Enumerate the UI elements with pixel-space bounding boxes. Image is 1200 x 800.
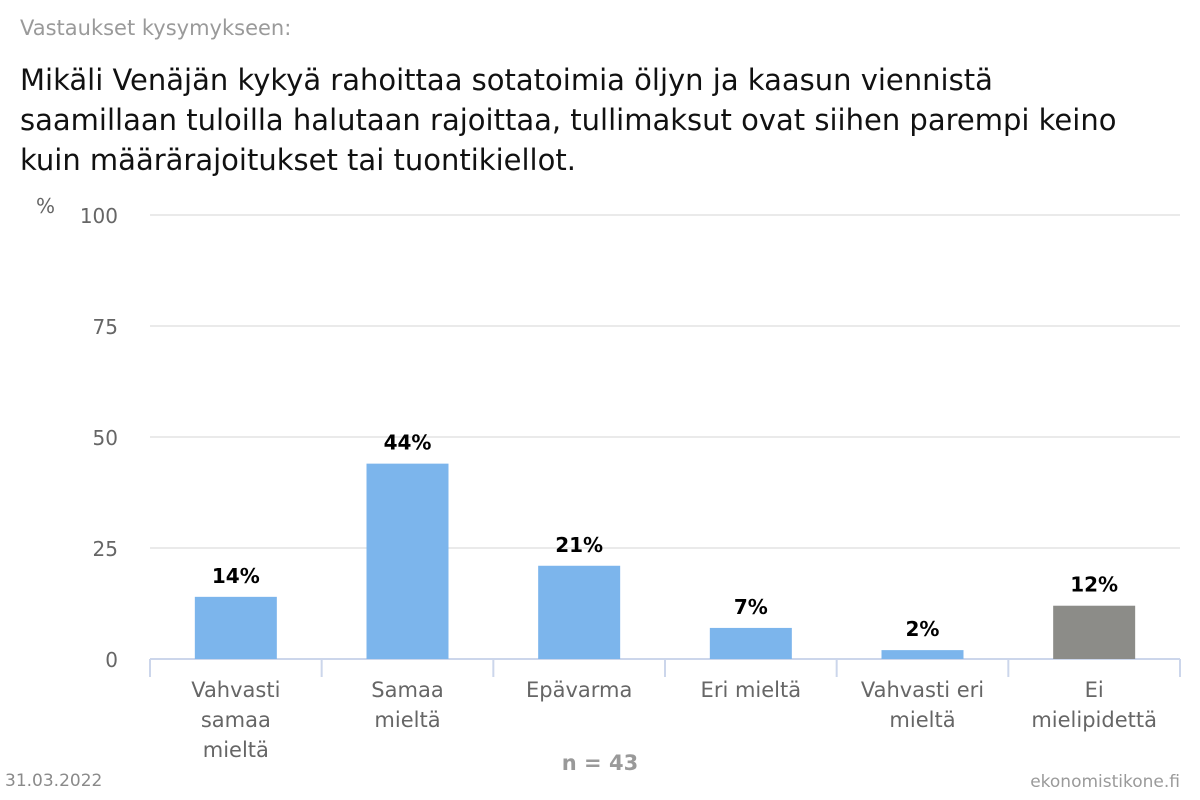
bar: [194, 596, 277, 659]
data-label: 21%: [555, 533, 603, 557]
data-label: 7%: [734, 595, 768, 619]
y-tick-label: 25: [93, 537, 118, 561]
data-label: 44%: [384, 431, 432, 455]
x-tick-label: Ei mielipidettä: [1031, 678, 1157, 732]
chart-subtitle: Vastaukset kysymykseen:: [20, 16, 292, 40]
bar: [366, 463, 449, 659]
x-tick-label: Vahvasti eri mieltä: [861, 678, 984, 732]
y-axis-label: %: [36, 194, 55, 218]
chart-title: Mikäli Venäjän kykyä rahoittaa sotatoimi…: [20, 63, 1117, 177]
x-tick-label: Vahvasti samaa mieltä: [191, 678, 280, 762]
data-label: 14%: [212, 564, 260, 588]
brand-label: ekonomistikone.fi: [1030, 772, 1180, 792]
y-tick-label: 50: [93, 426, 118, 450]
bar: [538, 565, 621, 659]
bar: [881, 650, 964, 659]
bar: [709, 627, 792, 659]
bar: [1053, 605, 1136, 659]
date-label: 31.03.2022: [5, 771, 103, 791]
data-label: 2%: [906, 617, 940, 641]
y-tick-label: 100: [80, 204, 118, 228]
x-tick-label: Samaa mieltä: [371, 678, 443, 732]
sample-size-label: n = 43: [561, 751, 639, 775]
x-tick-label: Eri mieltä: [701, 678, 802, 702]
y-tick-label: 0: [105, 648, 118, 672]
x-tick-label: Epävarma: [526, 678, 632, 702]
y-tick-label: 75: [93, 315, 118, 339]
data-label: 12%: [1070, 573, 1118, 597]
